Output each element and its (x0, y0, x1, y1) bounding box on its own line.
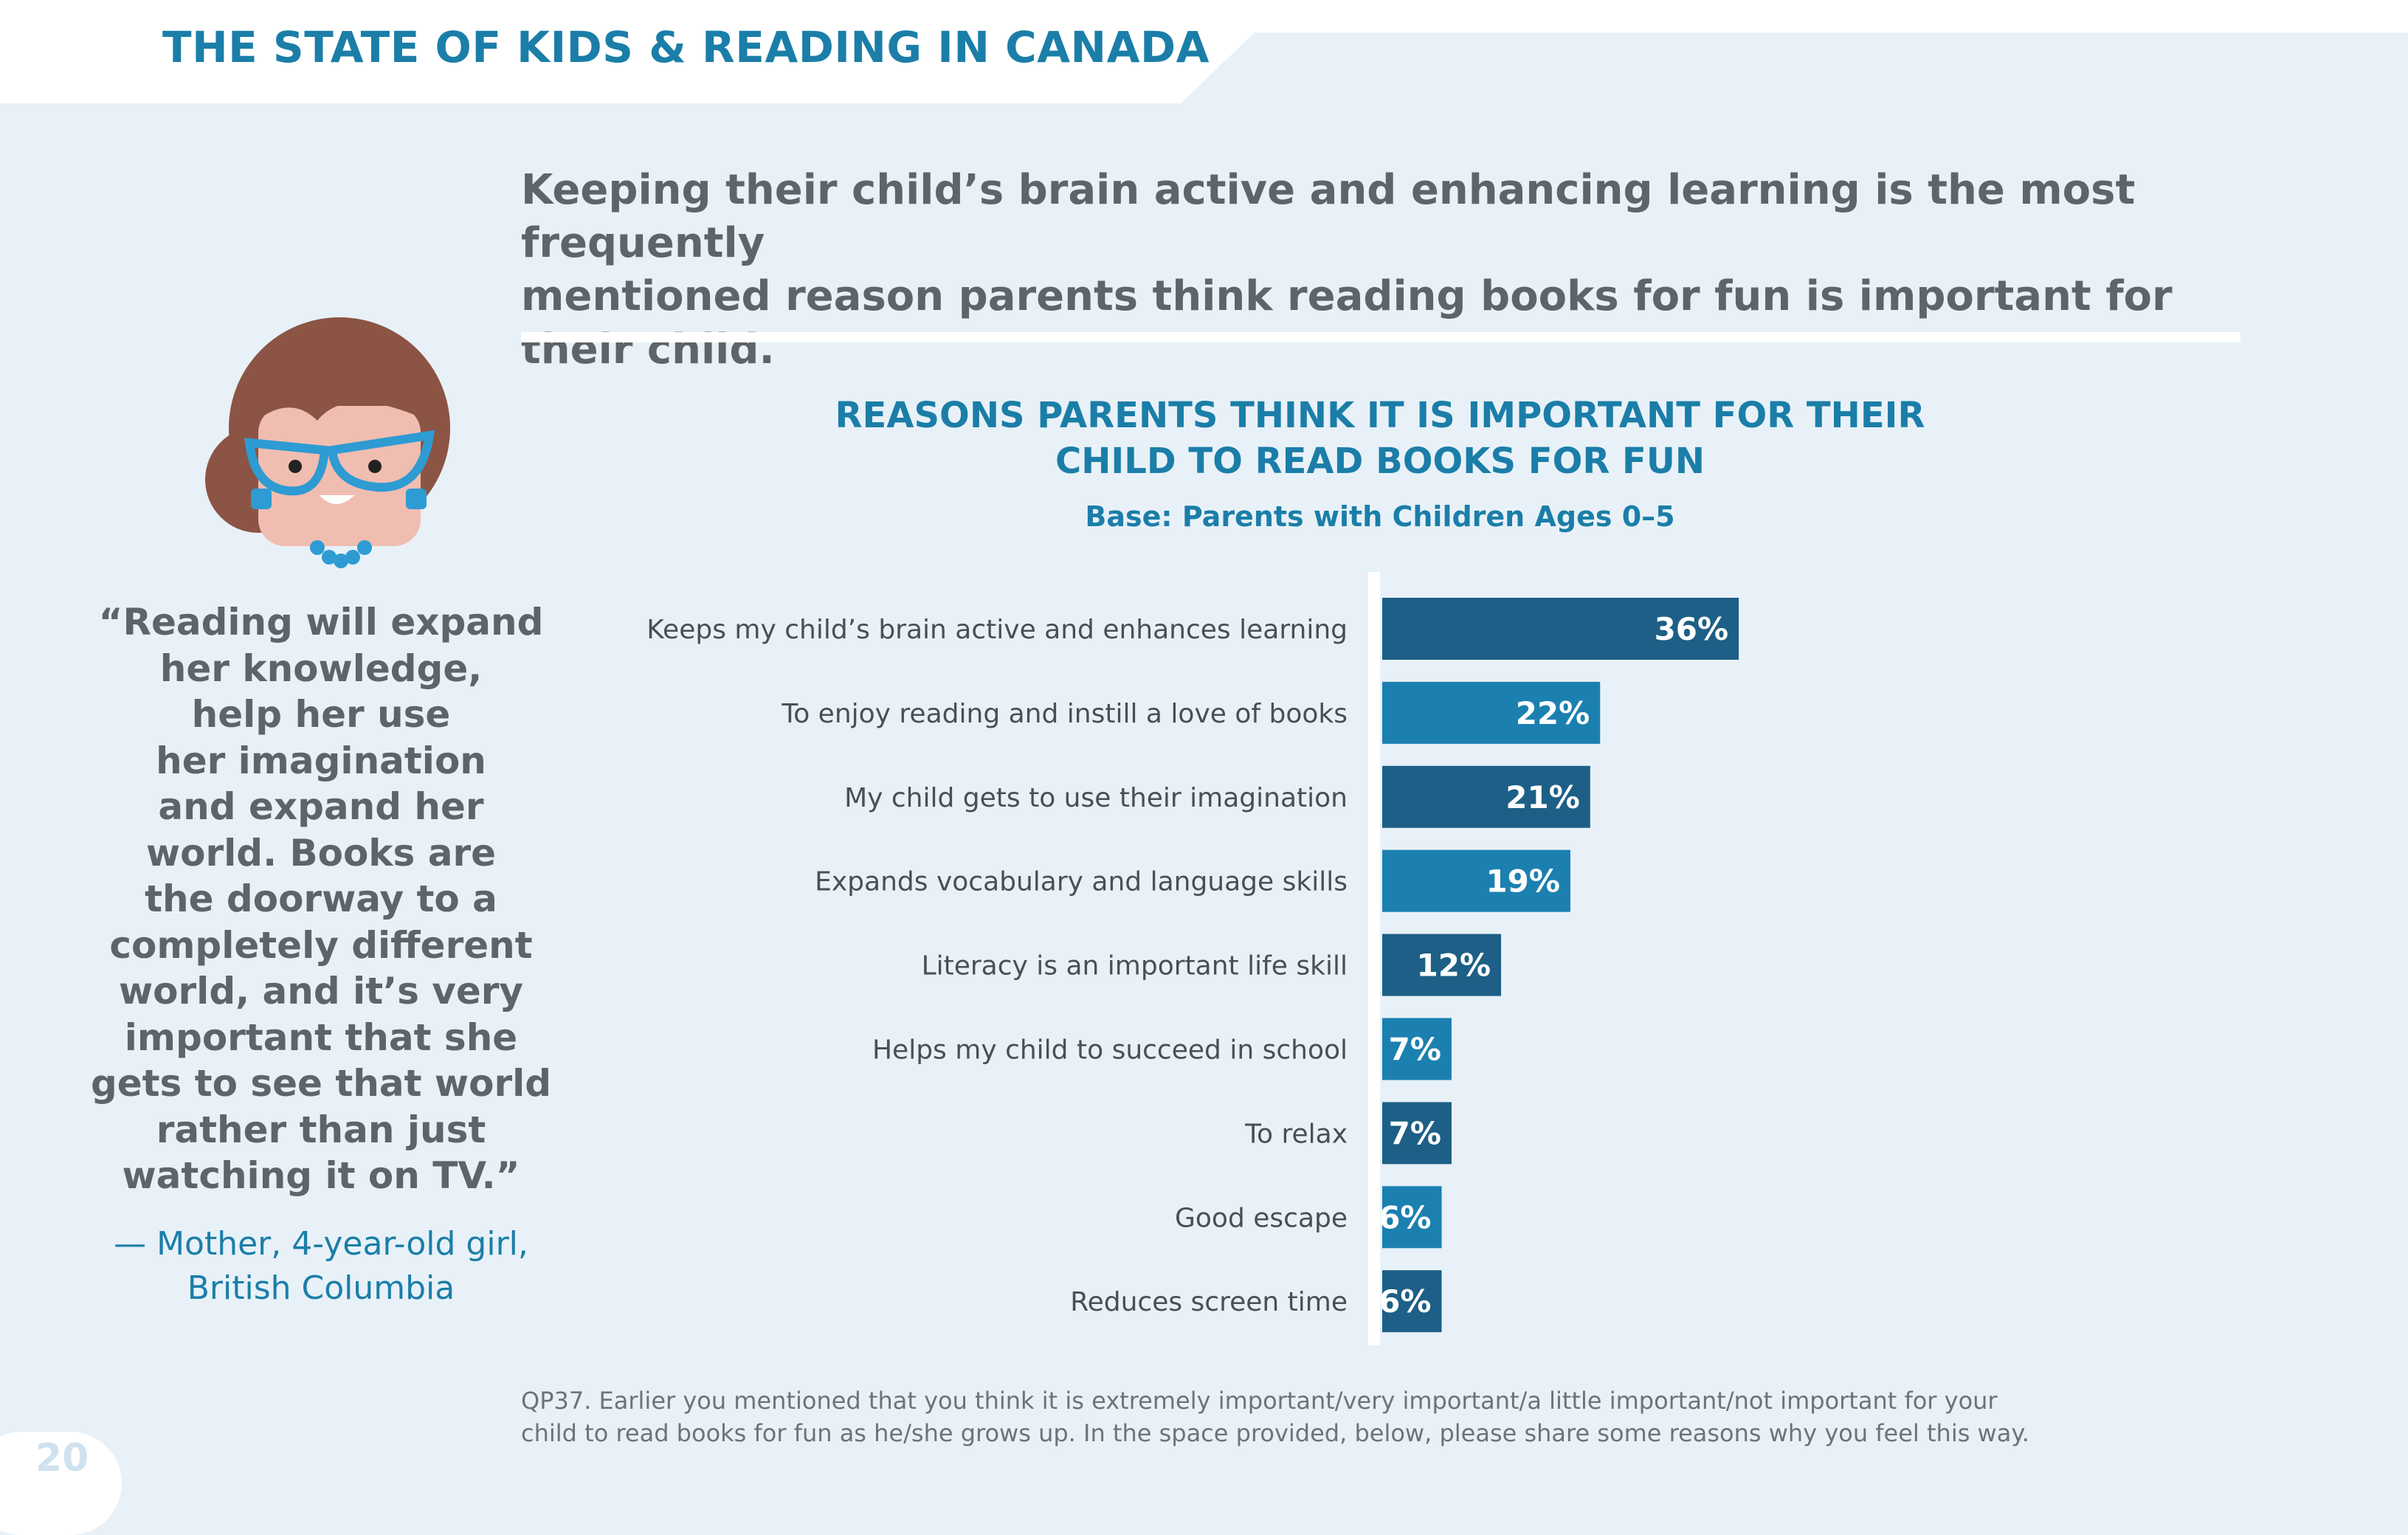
mother-avatar-illustration (205, 317, 450, 568)
data-label: 12% (1417, 948, 1491, 984)
data-label: 36% (1655, 611, 1729, 647)
divider (521, 332, 2240, 342)
bar (1382, 1270, 1442, 1333)
footnote-line-2: child to read books for fun as he/she gr… (521, 1419, 2029, 1447)
attribution-line-1: — Mother, 4-year-old girl, (114, 1225, 528, 1263)
quote-line: the doorway to a (145, 877, 497, 920)
bar (1382, 681, 1601, 744)
chart-title-line-1: REASONS PARENTS THINK IT IS IMPORTANT FO… (835, 395, 1925, 436)
data-label: 21% (1505, 779, 1580, 815)
data-label: 7% (1389, 1032, 1441, 1068)
quote-attribution: — Mother, 4-year-old girl, British Colum… (81, 1222, 561, 1311)
bar (1382, 849, 1570, 912)
data-label: 22% (1516, 695, 1590, 731)
quote-line: “Reading will expand (98, 601, 544, 644)
quote-line: rather than just (156, 1108, 486, 1151)
bar (1382, 934, 1502, 996)
attribution-line-2: British Columbia (187, 1269, 455, 1307)
footnote-line-1: QP37. Earlier you mentioned that you thi… (521, 1387, 1998, 1415)
category-label: My child gets to use their imagination (844, 783, 1348, 813)
bar (1382, 598, 1739, 660)
bar (1382, 1018, 1452, 1080)
category-label: Good escape (1175, 1203, 1348, 1233)
category-label: Keeps my child’s brain active and enhanc… (646, 615, 1348, 645)
bar (1382, 1102, 1452, 1165)
category-label: To enjoy reading and instill a love of b… (781, 699, 1348, 729)
category-label: Helps my child to succeed in school (872, 1035, 1348, 1066)
data-label: 6% (1379, 1199, 1431, 1235)
quote-line: help her use (191, 693, 451, 736)
quote-line: gets to see that world (90, 1062, 552, 1105)
category-label: Reduces screen time (1070, 1287, 1348, 1317)
quote-line: completely different (109, 923, 533, 967)
quote-line: world, and it’s very (118, 970, 524, 1013)
page-number: 20 (35, 1436, 89, 1480)
category-label: Expands vocabulary and language skills (815, 867, 1348, 897)
headline-line-1: Keeping their child’s brain active and e… (521, 166, 2136, 267)
footnote: QP37. Earlier you mentioned that you thi… (521, 1384, 2218, 1449)
chart-title: REASONS PARENTS THINK IT IS IMPORTANT FO… (790, 393, 1970, 484)
quote-line: and expand her (158, 785, 484, 828)
quote-line: important that she (124, 1015, 518, 1059)
category-label: Literacy is an important life skill (922, 951, 1348, 982)
quote-line: world. Books are (145, 831, 497, 875)
quote-line: her imagination (156, 739, 486, 782)
y-axis-line (1368, 572, 1380, 1345)
data-label: 19% (1486, 863, 1560, 900)
bar (1382, 765, 1590, 828)
quote-line: watching it on TV.” (122, 1154, 520, 1197)
data-label: 7% (1389, 1115, 1441, 1151)
chart-subtitle: Base: Parents with Children Ages 0–5 (1085, 500, 1675, 533)
chart-title-line-2: CHILD TO READ BOOKS FOR FUN (1055, 441, 1705, 482)
report-title: THE STATE OF KIDS & READING IN CANADA (162, 22, 1210, 72)
parent-quote: “Reading will expand her knowledge, help… (81, 599, 561, 1199)
header-band (0, 0, 2408, 103)
bar (1382, 1186, 1442, 1249)
data-label: 6% (1379, 1283, 1431, 1320)
category-label: To relax (1244, 1119, 1348, 1149)
quote-line: her knowledge, (159, 646, 483, 690)
